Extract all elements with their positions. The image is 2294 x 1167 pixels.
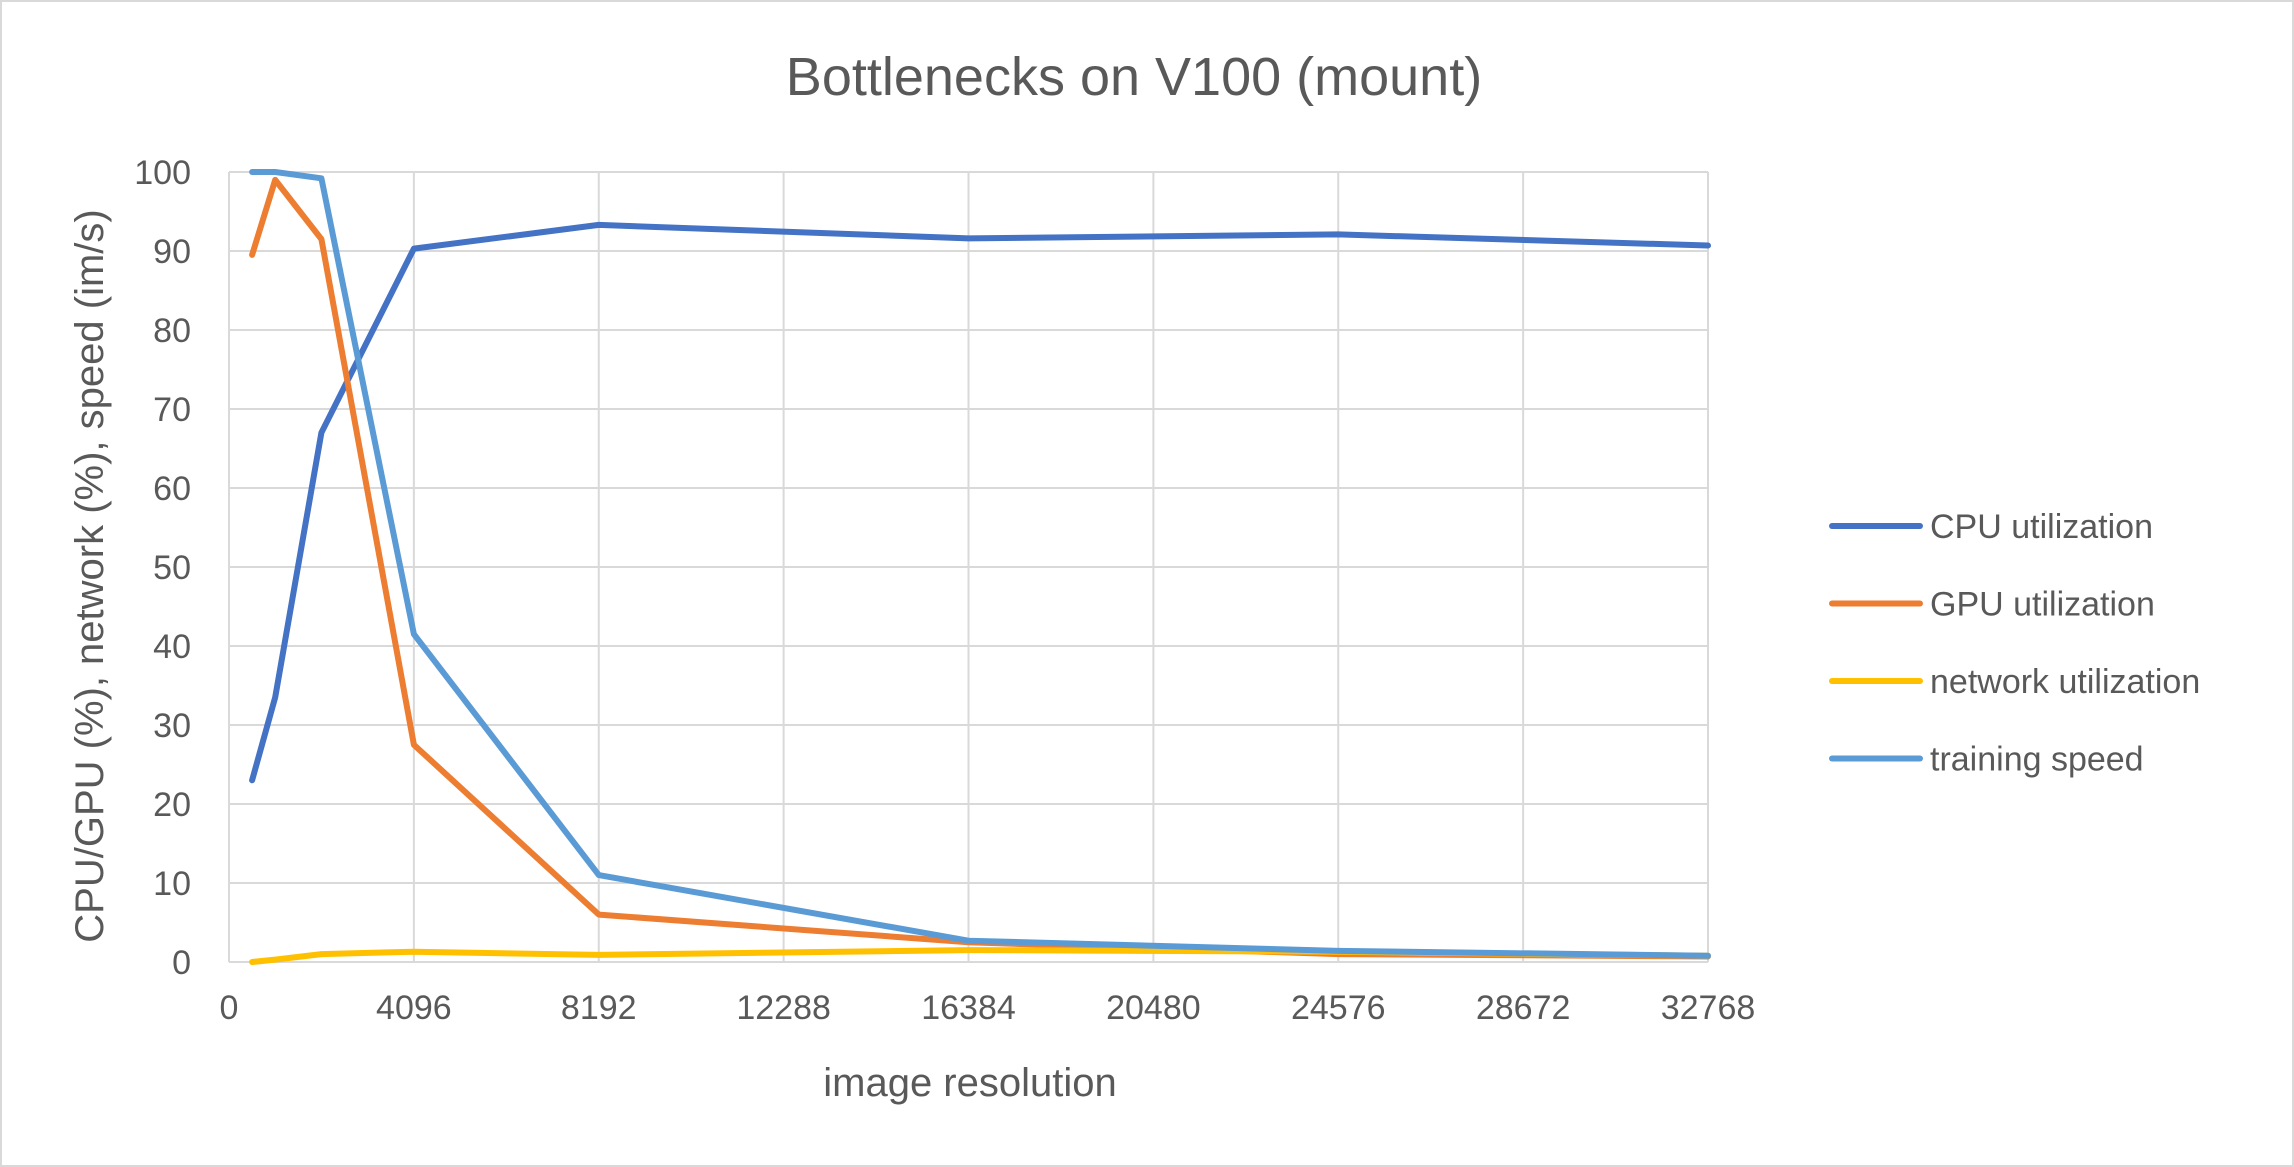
series-line-3 <box>249 169 1711 959</box>
y-tick-label: 80 <box>153 312 191 350</box>
x-tick-label: 24576 <box>1291 989 1386 1027</box>
legend-label: CPU utilization <box>1930 508 2153 546</box>
y-tick-label: 50 <box>153 549 191 587</box>
x-tick-label: 8192 <box>561 989 637 1027</box>
chart-title: Bottlenecks on V100 (mount) <box>786 47 1482 107</box>
y-tick-label: 100 <box>134 154 191 192</box>
legend: CPU utilization GPU utilization network ut… <box>1829 508 2200 779</box>
y-tick-label: 10 <box>153 865 191 903</box>
y-tick-label: 40 <box>153 628 191 666</box>
x-tick-label: 4096 <box>376 989 452 1027</box>
legend-label: GPU utilization <box>1930 586 2155 624</box>
y-tick-label: 20 <box>153 786 191 824</box>
x-tick-label: 28672 <box>1476 989 1571 1027</box>
series-lines <box>249 169 1711 965</box>
x-axis-ticks: 0 4096 8192 12288 16384 20480 24576 28672 32768 <box>220 989 1756 1027</box>
y-axis-title: CPU/GPU (%), network (%), speed (im/s) <box>68 209 112 942</box>
legend-label: network utilization <box>1930 663 2200 701</box>
x-tick-label: 20480 <box>1106 989 1201 1027</box>
x-tick-label: 16384 <box>921 989 1016 1027</box>
x-tick-label: 0 <box>220 989 239 1027</box>
y-axis-ticks: 0 10 20 30 40 50 60 70 80 90 100 <box>134 154 191 982</box>
y-tick-label: 90 <box>153 233 191 271</box>
x-tick-label: 12288 <box>736 989 831 1027</box>
series-line-1 <box>249 176 1711 960</box>
x-tick-label: 32768 <box>1661 989 1756 1027</box>
y-tick-label: 60 <box>153 470 191 508</box>
series-line-0 <box>249 221 1711 784</box>
y-tick-label: 0 <box>172 944 191 982</box>
x-axis-title: image resolution <box>823 1061 1117 1105</box>
y-tick-label: 30 <box>153 707 191 745</box>
gridlines <box>228 171 1709 962</box>
legend-label: training speed <box>1930 741 2144 779</box>
y-tick-label: 70 <box>153 391 191 429</box>
